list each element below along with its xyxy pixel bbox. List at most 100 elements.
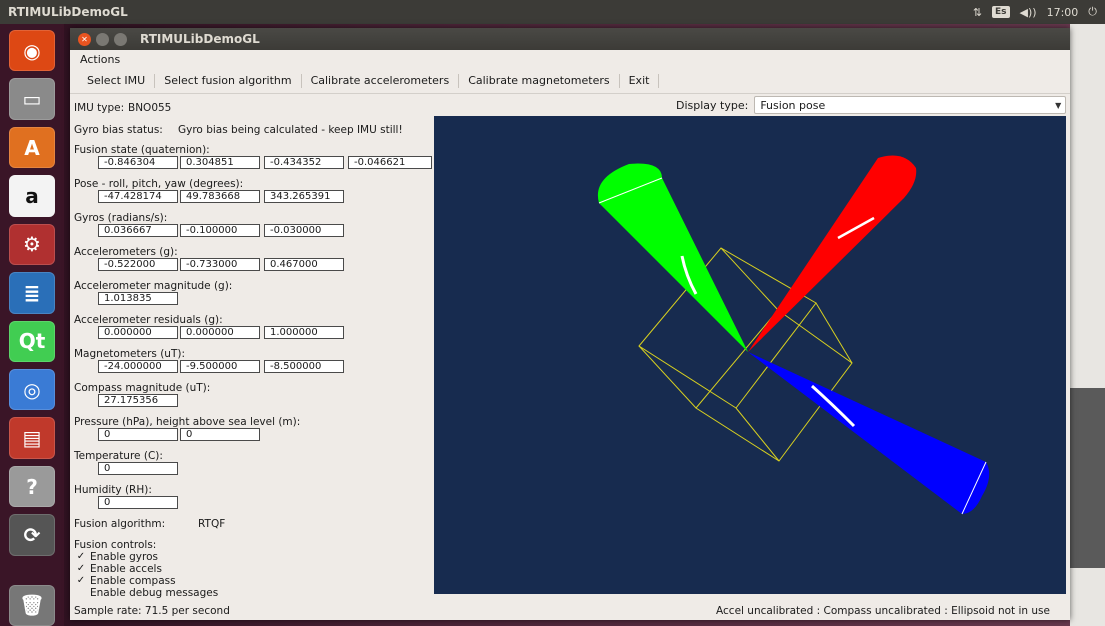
gyro-x-field: 0.036667: [98, 224, 178, 237]
writer-icon[interactable]: ≣: [9, 272, 55, 314]
menu-actions[interactable]: Actions: [80, 52, 121, 66]
fusion-pose-3d-view[interactable]: [434, 116, 1066, 594]
cube-edge: [735, 407, 780, 462]
y-axis-cone: [597, 163, 748, 352]
orientation-cube: [638, 247, 853, 462]
display-type-control: Display type: Fusion pose ▼: [676, 96, 1067, 114]
dropdown-arrow-icon: ▼: [1055, 101, 1062, 110]
display-type-label: Display type:: [676, 98, 749, 112]
mag-y-field: -9.500000: [180, 360, 260, 373]
trash-icon[interactable]: 🗑: [9, 584, 55, 626]
fusion-state-label: Fusion state (quaternion):: [74, 144, 210, 156]
power-icon[interactable]: ⏻: [1088, 5, 1097, 18]
network-icon[interactable]: ⇅: [972, 5, 983, 19]
imu-type-value: BNO055: [128, 102, 172, 114]
display-type-select[interactable]: Fusion pose ▼: [754, 96, 1067, 114]
help-icon[interactable]: ?: [9, 465, 55, 508]
enable-debug-messages-label: Enable debug messages: [90, 587, 219, 599]
enable-gyros-checkbox[interactable]: ✓ Enable gyros: [76, 551, 158, 563]
z-axis-cone-highlight: [810, 384, 856, 428]
fusion-state-x-field: 0.304851: [180, 156, 260, 169]
pressure-label: Pressure (hPa), height above sea level (…: [74, 416, 301, 428]
pose-roll-field: -47.428174: [98, 190, 178, 203]
temperature-label: Temperature (C):: [74, 450, 163, 462]
files-icon[interactable]: ▭: [9, 78, 55, 120]
gyro-bias-value: Gyro bias being calculated - keep IMU st…: [178, 124, 403, 136]
close-window-button[interactable]: ✕: [78, 32, 91, 46]
enable-compass-label: Enable compass: [90, 575, 176, 587]
clock[interactable]: 17:00: [1046, 5, 1079, 19]
terminal-app-icon[interactable]: ▤: [9, 417, 55, 459]
exit-button[interactable]: Exit: [628, 74, 650, 87]
background-window-dark-area: [1070, 388, 1105, 568]
toolbar-separator: [618, 73, 620, 88]
compass-magnitude-field: 27.175356: [98, 394, 178, 407]
toolbar-separator: [300, 73, 302, 88]
calibrate-accelerometers-button[interactable]: Calibrate accelerometers: [310, 74, 450, 87]
enable-compass-checkbox[interactable]: ✓ Enable compass: [76, 575, 176, 587]
cube-face: [695, 309, 853, 462]
accel-magnitude-label: Accelerometer magnitude (g):: [74, 280, 233, 292]
humidity-label: Humidity (RH):: [74, 484, 152, 496]
statusbar: Sample rate: 71.5 per second Accel uncal…: [70, 602, 1070, 620]
calibrate-magnetometers-button[interactable]: Calibrate magnetometers: [468, 74, 610, 87]
check-icon: ✓: [76, 551, 86, 562]
cube-edge: [638, 345, 697, 409]
enable-debug-messages-checkbox[interactable]: Enable debug messages: [76, 587, 218, 599]
unchecked-box-icon: [76, 588, 86, 598]
top-panel: RTIMULibDemoGL ⇅ Es ◀)) 17:00 ⏻: [0, 0, 1105, 24]
menubar: Actions: [70, 50, 1070, 68]
x-axis-cone: [748, 155, 917, 352]
imu-info-panel: IMU type: BNO055 Gyro bias status: Gyro …: [74, 94, 434, 604]
minimize-window-button[interactable]: [96, 32, 109, 46]
software-updater-icon[interactable]: ⟳: [9, 514, 55, 556]
pressure-field: 0: [98, 428, 178, 441]
panel-indicators: ⇅ Es ◀)) 17:00 ⏻: [973, 5, 1105, 19]
temperature-field: 0: [98, 462, 178, 475]
select-fusion-algorithm-button[interactable]: Select fusion algorithm: [164, 74, 292, 87]
x-axis-cone-highlight: [837, 216, 875, 240]
gyro-y-field: -0.100000: [180, 224, 260, 237]
software-center-icon[interactable]: A: [9, 126, 55, 169]
accel-residual-x-field: 0.000000: [98, 326, 178, 339]
enable-accels-checkbox[interactable]: ✓ Enable accels: [76, 563, 162, 575]
check-icon: ✓: [76, 563, 86, 574]
fusion-pose-render: [597, 155, 990, 515]
maximize-window-button[interactable]: [114, 32, 127, 46]
amazon-icon[interactable]: a: [9, 175, 55, 217]
enable-gyros-label: Enable gyros: [90, 551, 158, 563]
chromium-icon[interactable]: ◎: [9, 368, 55, 411]
accel-magnitude-field: 1.013835: [98, 292, 178, 305]
sample-rate-status: Sample rate: 71.5 per second: [74, 605, 230, 617]
fusion-state-z-field: -0.046621: [348, 156, 432, 169]
fusion-controls-label: Fusion controls:: [74, 539, 157, 551]
imu-type-label: IMU type:: [74, 102, 125, 114]
main-content: IMU type: BNO055 Gyro bias status: Gyro …: [70, 94, 1070, 620]
accel-residual-z-field: 1.000000: [264, 326, 344, 339]
volume-icon[interactable]: ◀)): [1019, 5, 1037, 19]
toolbar-separator: [658, 73, 660, 88]
accel-z-field: 0.467000: [264, 258, 344, 271]
keyboard-layout-indicator[interactable]: Es: [992, 6, 1010, 18]
fusion-algorithm-label: Fusion algorithm:: [74, 518, 166, 530]
select-imu-button[interactable]: Select IMU: [87, 74, 146, 87]
enable-accels-label: Enable accels: [90, 563, 162, 575]
app-window: ✕ RTIMULibDemoGL Actions Select IMU Sele…: [70, 28, 1070, 620]
ubuntu-dash-icon[interactable]: ◉: [9, 30, 55, 72]
fusion-algorithm-value: RTQF: [198, 518, 226, 530]
qt-creator-icon[interactable]: Qt: [9, 320, 55, 362]
mag-x-field: -24.000000: [98, 360, 178, 373]
system-settings-icon[interactable]: ⚙: [9, 223, 55, 266]
gyro-z-field: -0.030000: [264, 224, 344, 237]
accel-x-field: -0.522000: [98, 258, 178, 271]
y-axis-cone-rim: [598, 177, 663, 204]
compass-magnitude-label: Compass magnitude (uT):: [74, 382, 211, 394]
pose-label: Pose - roll, pitch, yaw (degrees):: [74, 178, 244, 190]
z-axis-cone: [748, 352, 990, 514]
z-axis-cone-rim: [961, 461, 987, 515]
toolbar: Select IMU Select fusion algorithm Calib…: [70, 68, 1070, 94]
toolbar-separator: [154, 73, 156, 88]
cube-edge: [720, 247, 779, 311]
calibration-status: Accel uncalibrated : Compass uncalibrate…: [716, 605, 1050, 617]
pose-pitch-field: 49.783668: [180, 190, 260, 203]
